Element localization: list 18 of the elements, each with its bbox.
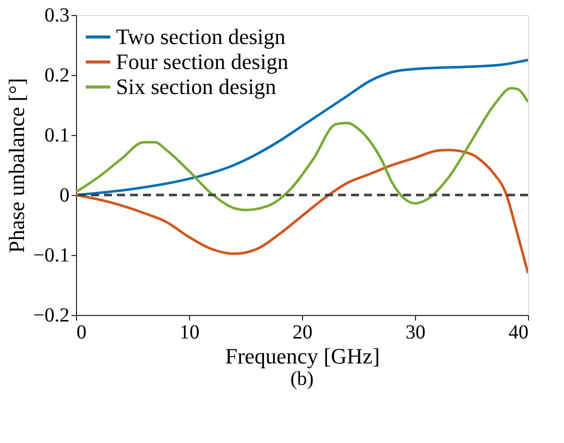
legend-label: Four section design (116, 49, 288, 74)
x-tick-label: 20 (292, 322, 312, 344)
legend-label: Six section design (116, 74, 276, 99)
y-tick-label: −0.2 (33, 304, 70, 326)
y-tick-label: 0 (60, 184, 70, 206)
y-tick-label: 0.1 (44, 124, 70, 146)
y-tick-label: 0.2 (44, 64, 70, 86)
y-tick-label: 0.3 (44, 4, 70, 26)
y-tick-label: −0.1 (33, 244, 70, 266)
x-tick-label: 10 (180, 322, 200, 344)
x-tick-label: 40 (508, 322, 528, 344)
line-series (76, 148, 528, 274)
x-tick-label: 30 (406, 322, 426, 344)
x-tick-label: 0 (76, 322, 86, 344)
x-axis-title: Frequency [GHz] (225, 344, 380, 368)
text: (b) (290, 368, 314, 390)
legend-label: Two section design (116, 24, 286, 49)
y-axis-title: Phase unbalance [°] (4, 78, 30, 253)
